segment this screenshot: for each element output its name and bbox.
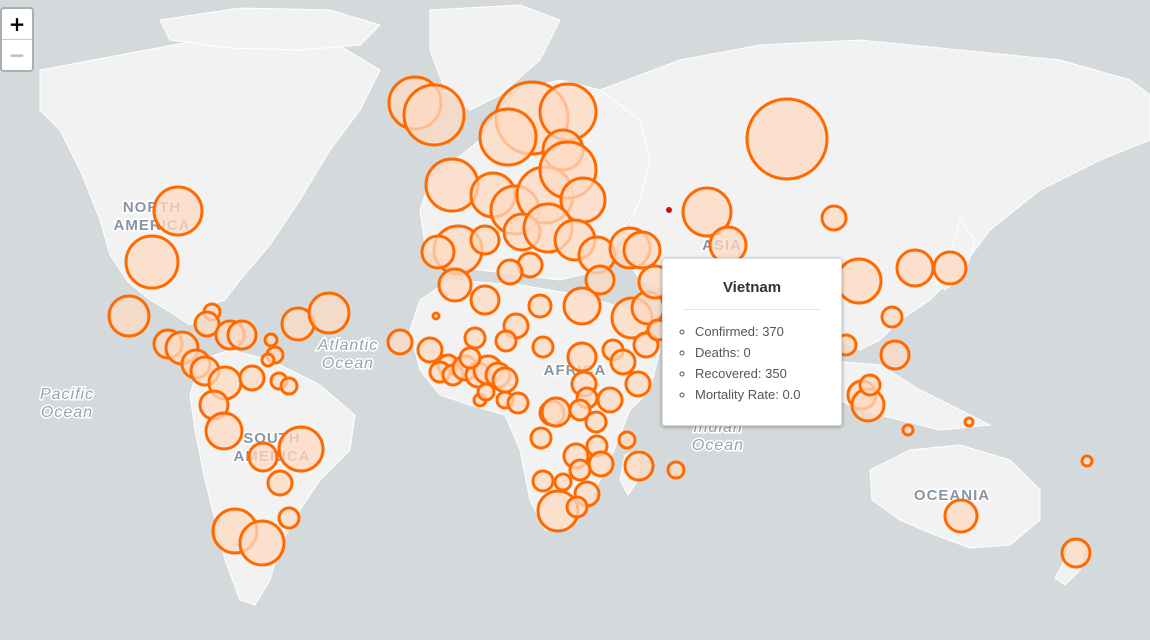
case-marker[interactable] <box>152 185 204 237</box>
pacific-ocean-label: Pacific <box>40 386 94 403</box>
case-marker[interactable] <box>681 186 733 238</box>
case-marker[interactable] <box>424 157 480 213</box>
tooltip-mortality-rate: Mortality Rate: 0.0 <box>695 384 841 405</box>
case-marker[interactable] <box>562 286 602 326</box>
case-marker[interactable] <box>568 458 592 482</box>
case-marker[interactable] <box>584 410 608 434</box>
case-marker[interactable] <box>307 291 351 335</box>
tooltip-stats-list: Confirmed: 370 Deaths: 0 Recovered: 350 … <box>663 321 841 405</box>
case-marker[interactable] <box>204 411 244 451</box>
case-marker[interactable] <box>666 460 686 480</box>
case-marker[interactable] <box>587 450 615 478</box>
case-marker[interactable] <box>1080 454 1094 468</box>
case-marker[interactable] <box>617 430 637 450</box>
greenland-land <box>429 4 561 111</box>
tooltip-confirmed: Confirmed: 370 <box>695 321 841 342</box>
country-tooltip: Vietnam Confirmed: 370 Deaths: 0 Recover… <box>662 258 842 426</box>
indian-ocean-label: Ocean <box>692 437 744 454</box>
mortality-rate-value: 0.0 <box>782 387 801 402</box>
tooltip-deaths: Deaths: 0 <box>695 342 841 363</box>
case-marker[interactable] <box>420 234 456 270</box>
case-marker[interactable] <box>491 366 519 394</box>
deaths-label: Deaths <box>695 345 737 360</box>
case-marker[interactable] <box>107 294 151 338</box>
case-marker[interactable] <box>943 498 979 534</box>
tooltip-country-name: Vietnam <box>722 279 782 296</box>
case-marker[interactable] <box>553 472 573 492</box>
mortality-rate-label: Mortality Rate <box>695 387 776 402</box>
case-markers[interactable] <box>107 75 1094 569</box>
deaths-value: 0 <box>743 345 751 360</box>
case-marker[interactable] <box>124 234 180 290</box>
case-marker[interactable] <box>529 426 553 450</box>
case-marker[interactable] <box>609 348 637 376</box>
case-marker[interactable] <box>247 441 279 473</box>
case-marker[interactable] <box>895 248 935 288</box>
case-marker[interactable] <box>531 469 555 493</box>
case-marker[interactable] <box>596 386 624 414</box>
canada-arctic-land <box>159 7 381 51</box>
case-marker[interactable] <box>238 364 266 392</box>
zoom-control: + − <box>0 7 34 72</box>
case-marker[interactable] <box>1060 537 1092 569</box>
australia-land <box>869 444 1041 549</box>
confirmed-value: 370 <box>762 324 784 339</box>
case-marker[interactable] <box>584 264 616 296</box>
case-marker[interactable] <box>463 326 487 350</box>
case-marker[interactable] <box>624 370 652 398</box>
zoom-in-button[interactable]: + <box>8 12 26 36</box>
case-marker[interactable] <box>745 97 829 181</box>
case-marker[interactable] <box>386 328 414 356</box>
case-marker[interactable] <box>506 391 530 415</box>
case-marker[interactable] <box>260 352 276 368</box>
tooltip-divider <box>683 309 821 310</box>
case-marker[interactable] <box>901 423 915 437</box>
oceania-label: OCEANIA <box>914 487 990 504</box>
case-marker[interactable] <box>820 204 848 232</box>
case-marker[interactable] <box>437 267 473 303</box>
case-marker[interactable] <box>496 258 524 286</box>
case-marker[interactable] <box>238 519 286 567</box>
zoom-out-button[interactable]: − <box>2 39 32 70</box>
case-marker[interactable] <box>431 311 441 321</box>
case-marker[interactable] <box>277 506 301 530</box>
case-marker[interactable] <box>469 224 501 256</box>
case-marker[interactable] <box>266 469 294 497</box>
case-marker[interactable] <box>478 107 538 167</box>
atlantic-ocean-label: Atlantic <box>317 337 378 354</box>
case-marker[interactable] <box>623 450 655 482</box>
case-marker[interactable] <box>469 284 501 316</box>
recovered-label: Recovered <box>695 366 758 381</box>
recovered-value: 350 <box>765 366 787 381</box>
case-marker[interactable] <box>622 230 662 270</box>
case-marker[interactable] <box>527 293 553 319</box>
case-marker[interactable] <box>879 339 911 371</box>
confirmed-label: Confirmed <box>695 324 755 339</box>
case-marker[interactable] <box>880 305 904 329</box>
atlantic-ocean-label: Ocean <box>322 355 374 372</box>
highlight-dot <box>666 207 672 213</box>
case-marker[interactable] <box>458 346 482 370</box>
case-marker[interactable] <box>263 332 279 348</box>
case-marker[interactable] <box>540 396 572 428</box>
pacific-ocean-label: Ocean <box>41 404 93 421</box>
case-marker[interactable] <box>226 319 258 351</box>
case-marker[interactable] <box>277 425 325 473</box>
case-marker[interactable] <box>531 335 555 359</box>
case-marker[interactable] <box>932 250 968 286</box>
case-marker[interactable] <box>416 336 444 364</box>
case-marker[interactable] <box>835 257 883 305</box>
case-marker[interactable] <box>279 376 299 396</box>
case-marker[interactable] <box>858 373 882 397</box>
case-marker[interactable] <box>476 382 496 402</box>
case-marker[interactable] <box>565 495 589 519</box>
case-marker[interactable] <box>193 310 221 338</box>
case-marker[interactable] <box>963 416 975 428</box>
case-marker[interactable] <box>494 329 518 353</box>
case-marker[interactable] <box>402 83 466 147</box>
tooltip-recovered: Recovered: 350 <box>695 363 841 384</box>
case-marker[interactable] <box>566 341 598 373</box>
